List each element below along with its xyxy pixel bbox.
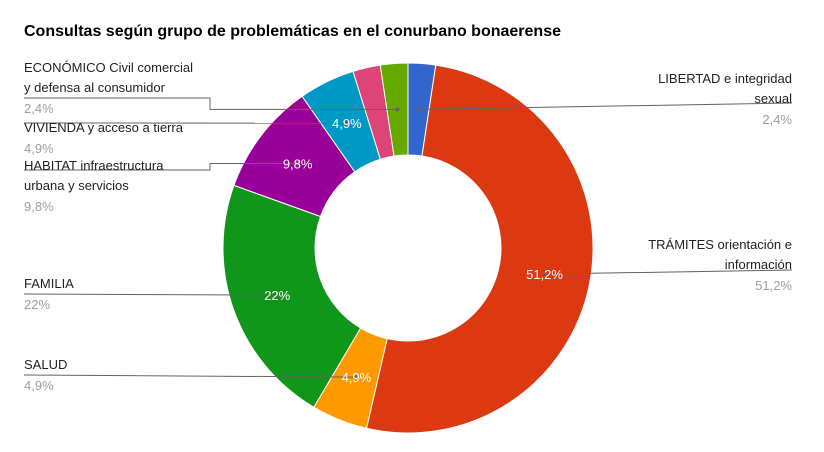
leader-dot-5 bbox=[344, 121, 349, 126]
leader-dot-1 bbox=[542, 272, 547, 277]
category-label-1-0: TRÁMITES orientación e bbox=[648, 237, 792, 252]
value-label-3: 22% bbox=[24, 297, 50, 312]
leader-line-7 bbox=[24, 97, 398, 110]
leader-line-0 bbox=[418, 102, 793, 110]
leader-dot-2 bbox=[354, 375, 359, 380]
leader-dot-0 bbox=[416, 107, 421, 112]
category-label-5-0: VIVIENDA y acceso a tierra bbox=[24, 120, 184, 135]
leader-line-2 bbox=[23, 374, 357, 378]
value-label-1: 51,2% bbox=[755, 278, 792, 293]
value-label-2: 4,9% bbox=[24, 378, 54, 393]
category-label-0-1: sexual bbox=[754, 91, 792, 106]
leader-line-4 bbox=[24, 162, 298, 171]
slice-inner-label-4: 9,8% bbox=[283, 156, 313, 171]
category-label-4-0: HABITAT infraestructura bbox=[24, 158, 164, 173]
leader-line-3 bbox=[23, 293, 278, 296]
category-label-4-1: urbana y servicios bbox=[24, 178, 129, 193]
leader-dot-3 bbox=[275, 293, 280, 298]
category-label-1-1: información bbox=[725, 257, 792, 272]
slice-inner-label-3: 22% bbox=[264, 288, 290, 303]
slice-inner-label-1: 51,2% bbox=[526, 267, 563, 282]
leader-dot-7 bbox=[395, 107, 400, 112]
value-label-7: 2,4% bbox=[24, 101, 54, 116]
value-label-4: 9,8% bbox=[24, 199, 54, 214]
labels-group: 51,2% 4,9% 22% 9,8% 4,9% LIBERTAD e integrida… bbox=[24, 60, 792, 393]
category-label-3-0: FAMILIA bbox=[24, 276, 74, 291]
slices-group bbox=[222, 62, 594, 434]
category-label-2-0: SALUD bbox=[24, 357, 67, 372]
category-label-7-1: y defensa al consumidor bbox=[24, 80, 166, 95]
slice-inner-label-5: 4,9% bbox=[332, 116, 362, 131]
leader-dot-4 bbox=[295, 161, 300, 166]
slice-inner-label-2: 4,9% bbox=[342, 370, 372, 385]
slice-3 bbox=[222, 184, 362, 408]
leaders-group bbox=[23, 97, 793, 380]
category-label-7-0: ECONÓMICO Civil comercial bbox=[24, 60, 193, 75]
value-label-5: 4,9% bbox=[24, 141, 54, 156]
category-label-0-0: LIBERTAD e integridad bbox=[658, 71, 792, 86]
slice-1 bbox=[365, 64, 594, 434]
chart-title: Consultas según grupo de problemáticas e… bbox=[24, 23, 561, 40]
leader-line-1 bbox=[544, 269, 793, 275]
value-label-0: 2,4% bbox=[762, 112, 792, 127]
